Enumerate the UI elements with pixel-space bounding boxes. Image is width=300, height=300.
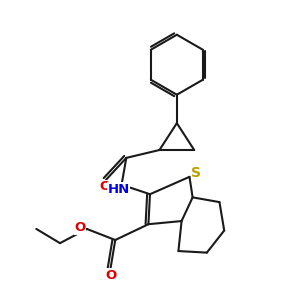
Text: HN: HN [107, 183, 130, 196]
Text: O: O [74, 221, 86, 234]
Text: S: S [191, 166, 201, 180]
Text: O: O [99, 180, 110, 194]
Text: O: O [105, 269, 116, 282]
